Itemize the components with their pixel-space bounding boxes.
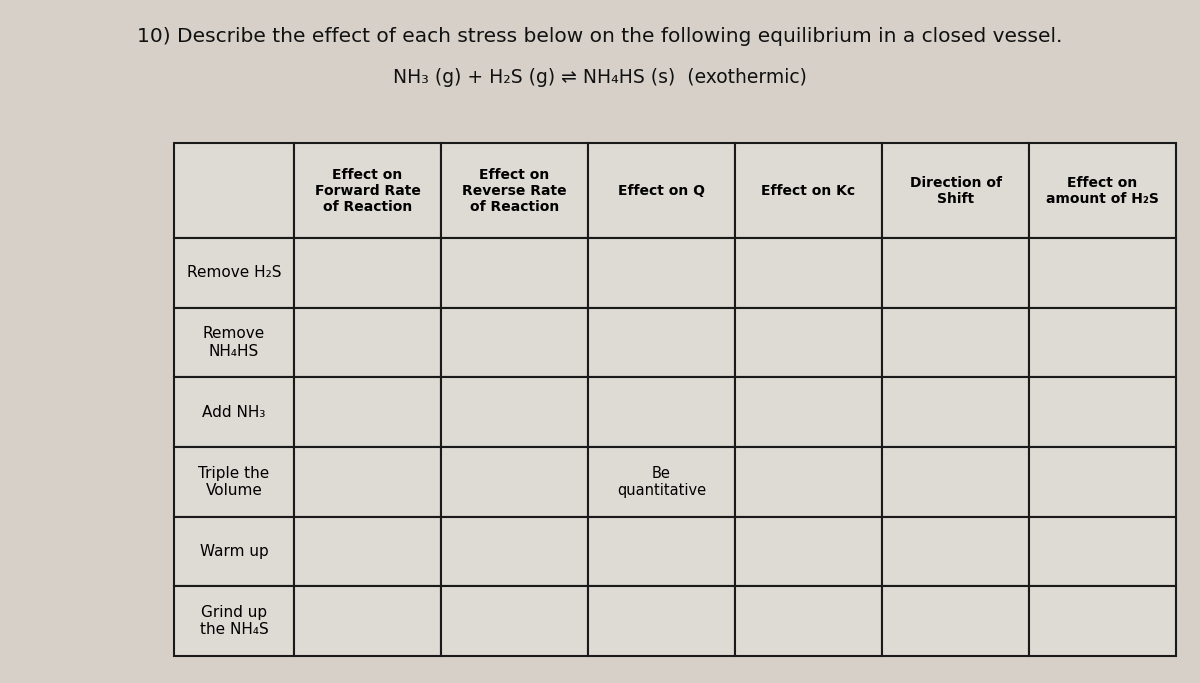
Text: Remove H₂S: Remove H₂S <box>187 266 281 281</box>
Text: Effect on
amount of H₂S: Effect on amount of H₂S <box>1046 176 1159 206</box>
Text: 10) Describe the effect of each stress below on the following equilibrium in a c: 10) Describe the effect of each stress b… <box>137 27 1063 46</box>
Text: Grind up
the NH₄S: Grind up the NH₄S <box>199 604 269 637</box>
Text: Effect on Kc: Effect on Kc <box>762 184 856 198</box>
Text: Be
quantitative: Be quantitative <box>617 466 706 498</box>
Text: Effect on Q: Effect on Q <box>618 184 706 198</box>
Text: Remove
NH₄HS: Remove NH₄HS <box>203 326 265 359</box>
Text: Effect on
Forward Rate
of Reaction: Effect on Forward Rate of Reaction <box>314 167 420 214</box>
Text: Add NH₃: Add NH₃ <box>203 404 265 419</box>
Text: Direction of
Shift: Direction of Shift <box>910 176 1002 206</box>
Text: Warm up: Warm up <box>199 544 269 559</box>
Text: Triple the
Volume: Triple the Volume <box>198 466 270 498</box>
Text: NH₃ (g) + H₂S (g) ⇌ NH₄HS (s)  (exothermic): NH₃ (g) + H₂S (g) ⇌ NH₄HS (s) (exothermi… <box>394 68 806 87</box>
Text: Effect on
Reverse Rate
of Reaction: Effect on Reverse Rate of Reaction <box>462 167 566 214</box>
